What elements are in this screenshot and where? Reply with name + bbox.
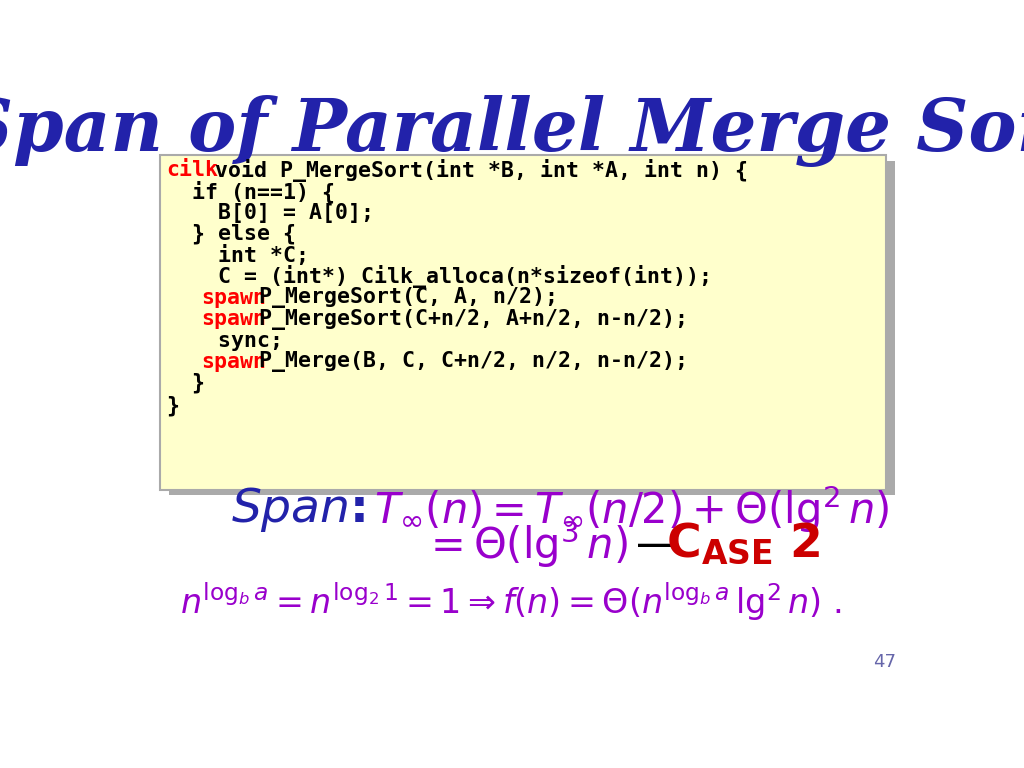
Text: P_MergeSort(C+n/2, A+n/2, n-n/2);: P_MergeSort(C+n/2, A+n/2, n-n/2); <box>246 309 688 329</box>
Text: void P_MergeSort(int *B, int *A, int n) {: void P_MergeSort(int *B, int *A, int n) … <box>202 159 748 182</box>
Text: sync;: sync; <box>166 330 283 350</box>
Text: $T_{\infty}(n) = T_{\infty}(n/2) + \Theta(\lg^2 n)$: $T_{\infty}(n) = T_{\infty}(n/2) + \Thet… <box>374 483 890 535</box>
Text: $= \Theta(\lg^3 n)$: $= \Theta(\lg^3 n)$ <box>422 519 628 571</box>
Text: }: } <box>166 396 179 415</box>
FancyBboxPatch shape <box>160 155 886 489</box>
Text: $\it{Span}$:: $\it{Span}$: <box>231 485 366 534</box>
Text: Span of Parallel Merge Sort: Span of Parallel Merge Sort <box>0 94 1024 167</box>
Text: $n^{\log_b a} = n^{\log_2 1} = 1 \Rightarrow f(n) = \Theta(n^{\log_b a}\, \lg^2 : $n^{\log_b a} = n^{\log_2 1} = 1 \Righta… <box>179 581 841 623</box>
Text: 47: 47 <box>873 653 896 670</box>
Text: if (n==1) {: if (n==1) { <box>166 180 335 203</box>
Text: spawn: spawn <box>202 310 266 329</box>
Text: $\bf{C}_{\bf{ASE}}\ \bf{2}$: $\bf{C}_{\bf{ASE}}\ \bf{2}$ <box>666 521 820 566</box>
Text: C = (int*) Cilk_alloca(n*sizeof(int));: C = (int*) Cilk_alloca(n*sizeof(int)); <box>166 265 712 288</box>
Text: B[0] = A[0];: B[0] = A[0]; <box>166 203 374 223</box>
Text: spawn: spawn <box>202 352 266 372</box>
Text: int *C;: int *C; <box>166 245 309 266</box>
Text: cilk: cilk <box>166 161 218 180</box>
FancyBboxPatch shape <box>169 161 895 495</box>
Text: spawn: spawn <box>202 288 266 308</box>
Text: P_MergeSort(C, A, n/2);: P_MergeSort(C, A, n/2); <box>246 287 558 309</box>
Text: }: } <box>166 373 205 393</box>
Text: —: — <box>636 524 678 565</box>
Text: P_Merge(B, C, C+n/2, n/2, n-n/2);: P_Merge(B, C, C+n/2, n/2, n-n/2); <box>246 351 688 372</box>
Text: } else {: } else { <box>166 223 296 244</box>
